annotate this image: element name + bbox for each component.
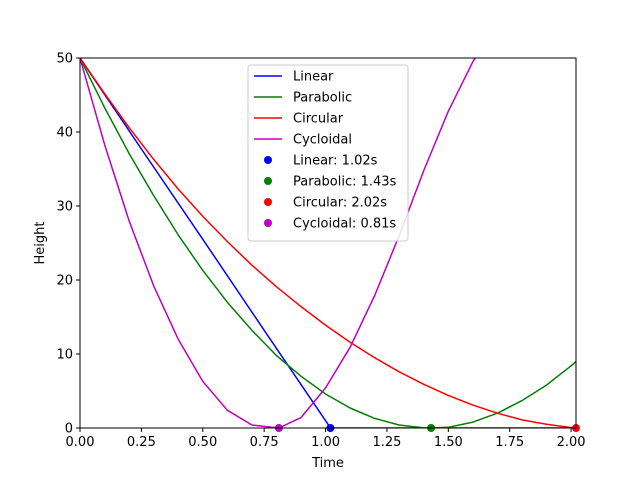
x-tick-label: 1.00 [311, 435, 340, 450]
x-tick-label: 0.75 [250, 435, 279, 450]
x-tick-label: 1.50 [434, 435, 463, 450]
y-tick-label: 50 [56, 52, 73, 67]
legend-swatch-marker-parabolic [264, 177, 272, 185]
plot-frame [79, 57, 577, 429]
y-axis-label: Height [33, 222, 48, 265]
legend-label-marker-circular: Circular: 2.02s [293, 196, 387, 211]
y-tick-label: 40 [56, 126, 73, 141]
legend-swatch-marker-linear [264, 156, 272, 164]
x-tick-label: 1.25 [372, 435, 401, 450]
y-tick-label: 30 [56, 200, 73, 215]
legend-label-circular: Circular [293, 112, 344, 127]
y-tick-label: 0 [65, 422, 73, 437]
legend-label-linear: Linear [293, 70, 334, 85]
legend-label-marker-parabolic: Parabolic: 1.43s [293, 175, 397, 190]
x-tick-label: 0.50 [188, 435, 217, 450]
series-line-circular [80, 58, 576, 428]
x-tick-label: 1.75 [495, 435, 524, 450]
legend-swatch-marker-circular [264, 198, 272, 206]
series-layer [80, 58, 576, 428]
legend: Linear Parabolic Circular Cycloidal Linear: … [247, 64, 409, 242]
legend-label-marker-cycloidal: Cycloidal: 0.81s [293, 217, 396, 232]
x-tick-label: 0.00 [66, 435, 95, 450]
series-line-cycloidal [80, 58, 476, 428]
legend-box [247, 64, 409, 242]
y-tick-label: 10 [56, 348, 73, 363]
x-tick-label: 2.00 [557, 435, 586, 450]
legend-label-cycloidal: Cycloidal [293, 133, 352, 148]
y-tick-label: 20 [56, 274, 73, 289]
tick-layer: 0.00 0.25 0.50 0.75 1.00 1.25 1.50 1.75 2.00 0 10 2… [56, 52, 585, 451]
legend-label-marker-linear: Linear: 1.02s [293, 154, 378, 169]
legend-label-parabolic: Parabolic [293, 91, 352, 106]
x-tick-label: 0.25 [127, 435, 156, 450]
legend-swatch-marker-cycloidal [264, 219, 272, 227]
series-line-parabolic [80, 58, 576, 428]
x-axis-label: Time [311, 456, 344, 471]
series-line-linear [80, 58, 576, 428]
